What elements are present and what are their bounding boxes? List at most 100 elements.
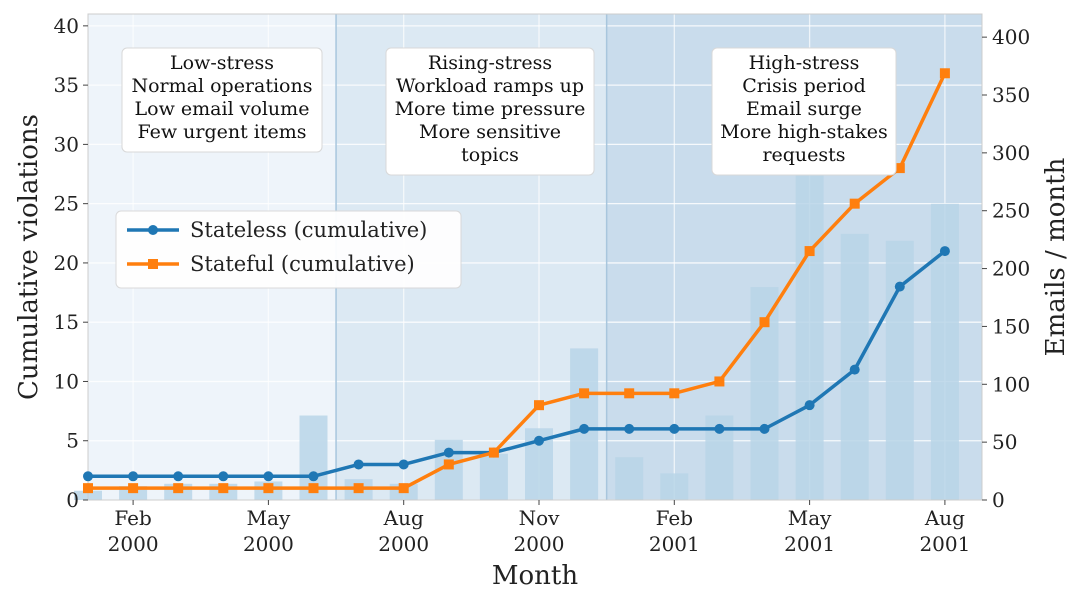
ytick-label: 35 xyxy=(54,73,79,97)
phase-note-line: Workload ramps up xyxy=(396,75,584,97)
ytick-right-label: 400 xyxy=(992,25,1030,49)
series-line xyxy=(88,72,947,490)
phase-note-line: Email surge xyxy=(746,98,862,120)
phase-note-box xyxy=(385,47,595,176)
xtick-label-year: 2000 xyxy=(378,532,429,556)
data-point xyxy=(398,483,409,494)
email-bar xyxy=(615,457,644,500)
data-point xyxy=(579,388,590,399)
data-point xyxy=(443,459,454,470)
data-point xyxy=(849,198,860,209)
phase-note-line: Low-stress xyxy=(170,52,274,74)
email-bar xyxy=(479,453,508,500)
xtick-label-year: 2000 xyxy=(108,532,159,556)
ytick-right-label: 350 xyxy=(992,83,1030,107)
data-point xyxy=(128,471,139,482)
data-point xyxy=(759,423,770,434)
ytick-right-label: 0 xyxy=(992,488,1005,512)
series-stateful xyxy=(83,68,950,494)
data-point xyxy=(488,447,499,458)
legend-marker xyxy=(148,225,158,235)
data-point xyxy=(218,471,229,482)
data-point xyxy=(263,471,274,482)
data-point xyxy=(534,435,544,446)
x-axis-title: Month xyxy=(492,561,578,591)
data-point xyxy=(624,388,635,399)
ytick-right-label: 300 xyxy=(992,141,1030,165)
phase-note-line: Low email volume xyxy=(135,98,310,120)
ytick-right-label: 250 xyxy=(992,199,1030,223)
data-point xyxy=(669,388,680,399)
phase-note-line: More time pressure xyxy=(395,98,586,120)
xtick-label-year: 2001 xyxy=(649,532,700,556)
xtick-label-month: Aug xyxy=(383,506,424,530)
series-line xyxy=(88,249,946,479)
legend-box xyxy=(115,210,462,289)
xtick-label-year: 2001 xyxy=(784,532,835,556)
xtick-label-year: 2001 xyxy=(919,532,970,556)
data-point xyxy=(443,447,454,458)
ytick-right-label: 150 xyxy=(992,314,1030,338)
phase-note-box xyxy=(711,47,897,176)
xtick-label-year: 2000 xyxy=(514,532,565,556)
phase-note-line: More sensitive xyxy=(419,121,561,143)
data-point xyxy=(173,483,184,494)
y-axis-right-title: Emails / month xyxy=(1041,157,1071,356)
data-point xyxy=(534,400,544,411)
ytick-label: 0 xyxy=(66,488,79,512)
data-point xyxy=(804,400,815,411)
data-point xyxy=(624,423,635,434)
ytick-label: 10 xyxy=(54,369,79,393)
xtick-label-month: Feb xyxy=(656,506,693,530)
data-point xyxy=(263,483,274,494)
phase-note-line: Few urgent items xyxy=(137,121,306,143)
ytick-label: 5 xyxy=(66,429,79,453)
data-point xyxy=(173,471,184,482)
xtick-label-month: Aug xyxy=(924,506,965,530)
xtick-label-month: May xyxy=(788,506,832,530)
ytick-label: 40 xyxy=(54,14,79,38)
xtick-label-year: 2000 xyxy=(243,532,294,556)
email-bar xyxy=(660,473,689,500)
phase-note-line: High-stress xyxy=(749,52,860,74)
data-point xyxy=(849,364,860,375)
ytick-label: 25 xyxy=(54,192,79,216)
data-point xyxy=(83,483,93,494)
legend-label: Stateful (cumulative) xyxy=(190,252,415,276)
phase-note-line: topics xyxy=(461,144,519,166)
legend: Stateless (cumulative) Stateful (cumulati… xyxy=(115,210,462,289)
ytick-right-label: 200 xyxy=(992,257,1030,281)
phase-note-line: Normal operations xyxy=(131,75,312,97)
data-point xyxy=(939,68,950,79)
data-point xyxy=(353,483,364,494)
phase-note-box xyxy=(121,47,323,153)
xtick-label-month: Nov xyxy=(519,506,561,530)
ytick-label: 15 xyxy=(54,310,79,334)
phase-note-line: More high-stakes xyxy=(720,121,888,143)
data-point xyxy=(759,317,770,328)
data-point xyxy=(669,423,680,434)
data-point xyxy=(894,163,905,174)
phase-note-line: requests xyxy=(762,144,845,166)
data-point xyxy=(218,483,229,494)
xtick-label-month: Feb xyxy=(114,506,151,530)
data-point xyxy=(939,246,950,257)
xtick-label-month: May xyxy=(247,506,291,530)
phase-note-line: Crisis period xyxy=(742,75,865,97)
phase-note-line: Rising-stress xyxy=(428,52,552,74)
data-point xyxy=(128,483,139,494)
data-point xyxy=(894,281,905,292)
data-point xyxy=(308,483,319,494)
data-point xyxy=(398,459,409,470)
ytick-label: 20 xyxy=(54,251,79,275)
legend-label: Stateless (cumulative) xyxy=(190,218,427,242)
data-point xyxy=(579,423,590,434)
data-point xyxy=(353,459,364,470)
y-axis-title: Cumulative violations xyxy=(14,114,44,400)
ytick-right-label: 100 xyxy=(992,372,1030,396)
legend-marker xyxy=(148,259,158,269)
ytick-right-label: 50 xyxy=(992,430,1017,454)
